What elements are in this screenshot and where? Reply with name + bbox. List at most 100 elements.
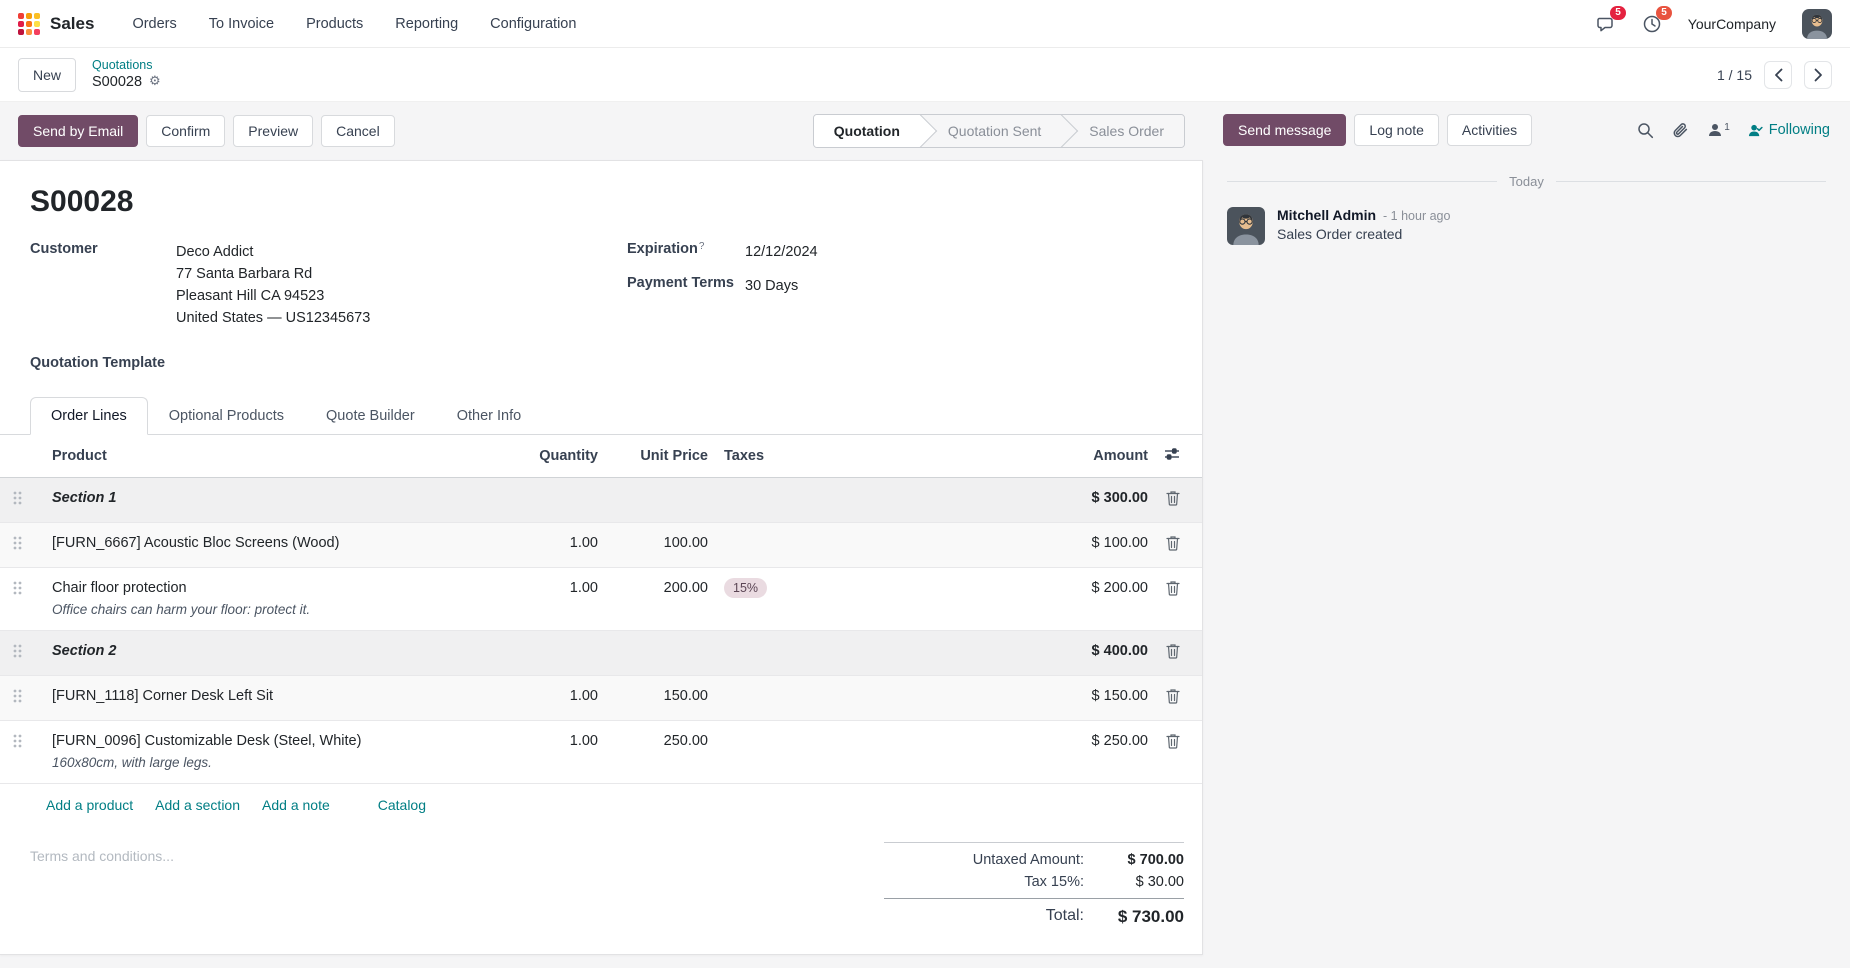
column-header-taxes[interactable]: Taxes: [716, 435, 1026, 478]
activities-button[interactable]: Activities: [1446, 114, 1533, 146]
followers-count: 1: [1724, 122, 1730, 133]
terms-and-conditions-field[interactable]: Terms and conditions...: [30, 848, 174, 864]
delete-row-icon[interactable]: [1164, 578, 1182, 598]
new-button[interactable]: New: [18, 57, 77, 92]
product-name[interactable]: [FURN_6667] Acoustic Bloc Screens (Wood): [52, 535, 340, 551]
delete-row-icon[interactable]: [1164, 641, 1182, 661]
delete-row-icon[interactable]: [1164, 686, 1182, 706]
section-name[interactable]: Section 2: [52, 643, 117, 659]
drag-handle-icon[interactable]: [8, 578, 26, 598]
nav-menu-orders[interactable]: Orders: [132, 15, 177, 32]
nav-menu-to-invoice[interactable]: To Invoice: [208, 15, 275, 32]
line-note[interactable]: Office chairs can harm your floor: prote…: [52, 602, 311, 617]
unit-price-cell[interactable]: 100.00: [606, 522, 716, 568]
unit-price-cell[interactable]: 250.00: [606, 720, 716, 784]
tab-order-lines[interactable]: Order Lines: [30, 397, 148, 435]
app-name[interactable]: Sales: [50, 13, 95, 33]
drag-handle-icon[interactable]: [8, 641, 26, 661]
quantity-cell[interactable]: 1.00: [506, 720, 606, 784]
user-avatar[interactable]: [1802, 8, 1832, 39]
activities-badge: 5: [1656, 5, 1672, 20]
status-step-quotation-sent[interactable]: Quotation Sent: [919, 115, 1062, 147]
tax-tag[interactable]: 15%: [724, 578, 768, 598]
send-by-email-button[interactable]: Send by Email: [18, 115, 139, 147]
unit-price-cell[interactable]: 200.00: [606, 567, 716, 631]
delete-row-icon[interactable]: [1164, 533, 1182, 553]
amount-cell[interactable]: $ 300.00: [1026, 477, 1156, 523]
table-row-section-1[interactable]: Section 1 $ 300.00: [0, 477, 1202, 523]
table-row-section-2[interactable]: Section 2 $ 400.00: [0, 630, 1202, 676]
add-note-link[interactable]: Add a note: [262, 797, 330, 813]
payment-terms-value[interactable]: 30 Days: [745, 278, 799, 294]
attachment-icon[interactable]: [1672, 122, 1689, 139]
product-name[interactable]: [FURN_0096] Customizable Desk (Steel, Wh…: [52, 733, 362, 749]
unit-price-cell[interactable]: 150.00: [606, 675, 716, 721]
column-header-amount[interactable]: Amount: [1026, 435, 1156, 478]
drag-handle-icon[interactable]: [8, 686, 26, 706]
total-value: $ 730.00: [1117, 907, 1184, 926]
tab-optional-products[interactable]: Optional Products: [168, 408, 285, 424]
pager-previous-icon[interactable]: [1764, 60, 1792, 89]
expiration-value[interactable]: 12/12/2024: [745, 244, 818, 260]
followers-icon[interactable]: 1: [1707, 122, 1730, 138]
quantity-cell[interactable]: 1.00: [506, 522, 606, 568]
nav-menu-configuration[interactable]: Configuration: [490, 15, 577, 32]
taxes-cell[interactable]: [716, 522, 1026, 568]
taxes-cell[interactable]: 15%: [716, 567, 1026, 631]
add-section-link[interactable]: Add a section: [155, 797, 241, 813]
delete-row-icon[interactable]: [1164, 731, 1182, 751]
add-product-link[interactable]: Add a product: [46, 797, 134, 813]
drag-handle-icon[interactable]: [8, 488, 26, 508]
table-row-product[interactable]: [FURN_6667] Acoustic Bloc Screens (Wood)…: [0, 522, 1202, 568]
tab-other-info[interactable]: Other Info: [456, 408, 522, 424]
drag-handle-icon[interactable]: [8, 731, 26, 751]
preview-button[interactable]: Preview: [233, 115, 314, 147]
breadcrumb-parent[interactable]: Quotations: [92, 57, 153, 72]
table-row-product[interactable]: [FURN_0096] Customizable Desk (Steel, Wh…: [0, 720, 1202, 784]
cancel-button[interactable]: Cancel: [321, 115, 395, 147]
amount-cell[interactable]: $ 100.00: [1026, 522, 1156, 568]
line-note[interactable]: 160x80cm, with large legs.: [52, 755, 212, 770]
customer-name[interactable]: Deco Addict: [176, 244, 254, 260]
nav-menu-products[interactable]: Products: [306, 15, 364, 32]
quotation-template-label: Quotation Template: [30, 355, 166, 371]
pager-next-icon[interactable]: [1804, 60, 1832, 89]
drag-handle-icon[interactable]: [8, 533, 26, 553]
quantity-cell[interactable]: 1.00: [506, 675, 606, 721]
amount-cell[interactable]: $ 200.00: [1026, 567, 1156, 631]
messages-icon[interactable]: 5: [1596, 5, 1626, 34]
nav-menu-reporting[interactable]: Reporting: [395, 15, 459, 32]
send-message-button[interactable]: Send message: [1223, 114, 1347, 146]
taxes-cell[interactable]: [716, 675, 1026, 721]
status-step-sales-order[interactable]: Sales Order: [1061, 115, 1184, 147]
following-button[interactable]: Following: [1748, 122, 1830, 138]
table-row-product[interactable]: [FURN_1118] Corner Desk Left Sit 1.00 15…: [0, 675, 1202, 721]
log-note-button[interactable]: Log note: [1354, 114, 1439, 146]
record-settings-icon[interactable]: ⚙: [149, 74, 161, 90]
product-name[interactable]: [FURN_1118] Corner Desk Left Sit: [52, 688, 274, 704]
quantity-cell[interactable]: 1.00: [506, 567, 606, 631]
apps-grid-icon[interactable]: [18, 12, 40, 35]
table-row-product[interactable]: Chair floor protection Office chairs can…: [0, 567, 1202, 631]
delete-row-icon[interactable]: [1164, 488, 1182, 508]
column-header-product[interactable]: Product: [44, 435, 506, 478]
company-name[interactable]: YourCompany: [1687, 15, 1776, 32]
amount-cell[interactable]: $ 400.00: [1026, 630, 1156, 676]
message-author[interactable]: Mitchell Admin: [1277, 207, 1377, 223]
taxes-cell[interactable]: [716, 720, 1026, 784]
confirm-button[interactable]: Confirm: [146, 115, 226, 147]
amount-cell[interactable]: $ 250.00: [1026, 720, 1156, 784]
column-header-quantity[interactable]: Quantity: [506, 435, 606, 478]
status-step-quotation[interactable]: Quotation: [813, 115, 920, 147]
activities-icon[interactable]: 5: [1642, 5, 1672, 34]
amount-cell[interactable]: $ 150.00: [1026, 675, 1156, 721]
product-name[interactable]: Chair floor protection: [52, 580, 187, 596]
column-header-unit-price[interactable]: Unit Price: [606, 435, 716, 478]
optional-columns-icon[interactable]: [1164, 446, 1180, 462]
search-messages-icon[interactable]: [1637, 122, 1654, 139]
tab-quote-builder[interactable]: Quote Builder: [326, 408, 415, 424]
navbar-right: 5 5 YourCompany: [1596, 5, 1832, 39]
section-name[interactable]: Section 1: [52, 490, 117, 506]
catalog-link[interactable]: Catalog: [377, 797, 427, 813]
statusbar: Quotation Quotation Sent Sales Order: [812, 114, 1185, 148]
